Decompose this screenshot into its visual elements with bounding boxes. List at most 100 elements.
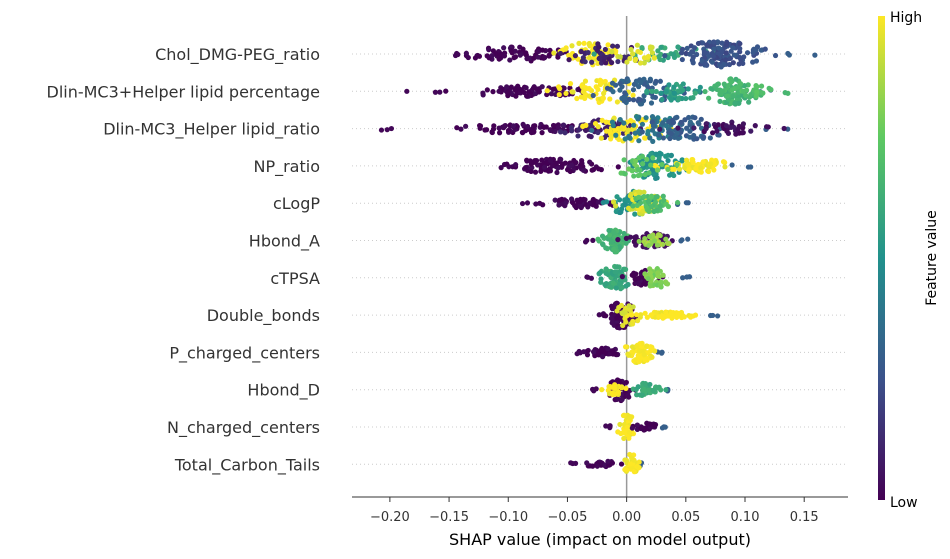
shap-point [547, 47, 553, 53]
shap-point [590, 198, 596, 204]
feature-row-points [404, 76, 791, 107]
shap-point [580, 55, 586, 61]
shap-point [639, 129, 645, 135]
shap-point [647, 266, 653, 272]
shap-point [627, 307, 633, 313]
shap-point [528, 168, 534, 175]
shap-point [647, 344, 654, 350]
shap-point [623, 467, 630, 473]
shap-point [623, 385, 629, 391]
shap-point [627, 193, 633, 199]
shap-point [645, 387, 652, 393]
shap-point [642, 171, 648, 178]
shap-point [542, 54, 548, 61]
shap-point [562, 130, 568, 136]
shap-point [731, 52, 737, 58]
shap-point [594, 463, 600, 469]
shap-point [648, 193, 655, 199]
shap-point [604, 85, 611, 91]
shap-point [625, 205, 632, 211]
colorbar-low-label: Low [890, 495, 918, 511]
x-tick-label: 0.05 [671, 510, 700, 525]
shap-point [728, 100, 734, 106]
shap-point [659, 96, 665, 103]
shap-point [582, 59, 588, 65]
shap-point [682, 117, 688, 123]
shap-point [634, 318, 641, 324]
shap-point [615, 164, 621, 170]
shap-point [519, 200, 526, 207]
shap-point [643, 115, 649, 121]
shap-point [675, 125, 681, 131]
shap-point [733, 76, 739, 82]
shap-point [649, 113, 656, 120]
shap-point [584, 274, 590, 280]
shap-point [620, 412, 627, 419]
shap-point [609, 390, 616, 396]
shap-point [507, 57, 513, 63]
shap-point [544, 91, 550, 98]
colorbar: High Low Feature value [878, 10, 940, 511]
shap-point [600, 95, 606, 101]
shap-point [648, 204, 654, 210]
shap-point [686, 166, 692, 173]
shap-point [517, 52, 523, 58]
shap-point [533, 201, 539, 207]
shap-point [598, 279, 604, 285]
shap-point [522, 128, 529, 134]
shap-point [648, 100, 655, 106]
x-tick-label: −0.05 [548, 510, 588, 525]
shap-point [730, 60, 736, 66]
shap-point [532, 169, 539, 175]
shap-point [622, 202, 629, 208]
shap-point [657, 78, 663, 84]
shap-point [626, 394, 632, 400]
shap-points [378, 39, 818, 475]
shap-point [691, 45, 698, 51]
shap-point [600, 199, 606, 206]
shap-point [512, 54, 519, 60]
shap-point [524, 200, 531, 206]
shap-point [645, 53, 652, 60]
shap-point [443, 88, 449, 94]
shap-point [615, 429, 621, 435]
shap-point [589, 127, 595, 133]
shap-point [618, 302, 625, 309]
shap-point [582, 78, 589, 84]
shap-point [589, 167, 595, 173]
shap-point [650, 155, 656, 161]
shap-point [557, 50, 564, 57]
shap-point [490, 126, 497, 132]
shap-point [555, 165, 561, 171]
shap-point [601, 90, 607, 96]
shap-point [580, 123, 586, 129]
shap-point [695, 40, 702, 47]
shap-point [622, 171, 628, 177]
shap-point [614, 194, 620, 200]
feature-row-points [568, 451, 645, 475]
x-axis: −0.20 −0.15 −0.10 −0.05 0.00 0.05 0.10 0.15 [352, 496, 848, 525]
shap-point [622, 90, 628, 96]
shap-point [603, 128, 610, 134]
shap-point [647, 381, 653, 388]
shap-point [602, 46, 608, 53]
shap-point [741, 83, 748, 89]
shap-point [685, 236, 691, 242]
shap-point [384, 127, 390, 133]
shap-point [555, 54, 561, 60]
shap-point [710, 312, 716, 319]
shap-point [532, 123, 538, 129]
shap-point [636, 155, 642, 161]
shap-point [636, 194, 642, 200]
shap-point [496, 130, 503, 136]
shap-point [556, 197, 563, 203]
shap-point [636, 359, 642, 365]
colorbar-high-label: High [890, 10, 922, 26]
shap-point [638, 312, 644, 318]
shap-point [595, 41, 601, 47]
shap-point [723, 42, 730, 48]
shap-point [610, 280, 616, 286]
shap-point [748, 164, 754, 170]
shap-point [635, 166, 641, 172]
